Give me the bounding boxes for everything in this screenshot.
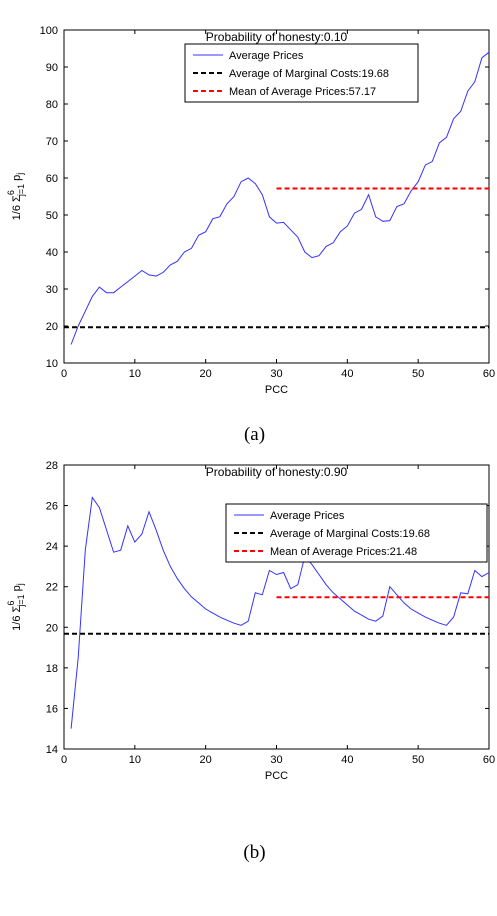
plot-group: Probability of honesty:0.100 10 20 30 40 50 60… xyxy=(6,25,495,396)
x-tick-label: 50 xyxy=(412,754,424,766)
y-tick-label: 20 xyxy=(46,622,58,634)
x-tick-label: 30 xyxy=(270,368,282,380)
x-axis-label: PCC xyxy=(265,384,288,396)
y-tick-label: 28 xyxy=(46,460,58,472)
figure-caption: (a) xyxy=(244,424,265,445)
y-tick-label: 30 xyxy=(46,284,58,296)
chart-panel-b: Probability of honesty:0.90 0 10 20 30 40 50 60… xyxy=(0,458,497,916)
y-tick-label: 100 xyxy=(40,25,58,37)
chart-panel-a: Probability of honesty:0.10 0 10 20 30 40 50 60… xyxy=(6,25,495,445)
x-tick-label: 50 xyxy=(412,368,424,380)
legend-box xyxy=(225,503,488,563)
x-tick-label: 60 xyxy=(483,368,495,380)
x-tick-label: 10 xyxy=(129,754,141,766)
series-line-0 xyxy=(70,496,490,729)
y-tick-label: 18 xyxy=(46,663,58,675)
y-tick-label: 20 xyxy=(46,321,58,333)
figure-caption: (b) xyxy=(243,842,265,863)
chart-b: Probability of honesty:0.90 0 10 20 30 40 50 60… xyxy=(6,460,495,863)
y-axis-label: 1/6 Σ6j=1 pj xyxy=(6,583,26,631)
legend-label-0: Average Prices xyxy=(270,510,345,522)
y-tick-label: 60 xyxy=(46,173,58,185)
y-tick-label: 40 xyxy=(46,247,58,259)
x-tick-label: 0 xyxy=(61,368,67,380)
legend-label-2: Mean of Average Prices:57.17 xyxy=(229,86,376,98)
x-tick-label: 0 xyxy=(61,754,67,766)
legend-label-1: Average of Marginal Costs:19.68 xyxy=(270,528,430,540)
series-line-0 xyxy=(70,51,490,345)
plot-group: Probability of honesty:0.90 0 10 20 30 40 50 60… xyxy=(6,460,495,782)
x-tick-label: 10 xyxy=(129,368,141,380)
y-tick-label: 10 xyxy=(46,358,58,370)
y-tick-label: 50 xyxy=(46,210,58,222)
y-axis-label: 1/6 Σ6j=1 pj xyxy=(6,173,26,221)
legend: Average Prices Average of Marginal Costs:… xyxy=(184,43,419,103)
chart-title: Probability of honesty:0.10 xyxy=(206,30,348,44)
legend: Average Prices Average of Marginal Costs:… xyxy=(225,503,488,563)
x-axis-label: PCC xyxy=(265,770,288,782)
legend-label-1: Average of Marginal Costs:19.68 xyxy=(229,68,389,80)
x-tick-label: 60 xyxy=(483,754,495,766)
chart-title: Probability of honesty:0.90 xyxy=(206,465,348,479)
y-tick-label: 26 xyxy=(46,501,58,513)
x-tick-label: 30 xyxy=(270,754,282,766)
legend-label-2: Mean of Average Prices:21.48 xyxy=(270,546,417,558)
x-tick-label: 40 xyxy=(341,754,353,766)
x-tick-label: 20 xyxy=(200,368,212,380)
y-tick-label: 22 xyxy=(46,582,58,594)
y-tick-label: 16 xyxy=(46,703,58,715)
y-tick-label: 24 xyxy=(46,541,58,553)
legend-label-0: Average Prices xyxy=(229,50,304,62)
y-tick-label: 14 xyxy=(46,744,58,756)
chart-a: Probability of honesty:0.100 10 20 30 40 50 60… xyxy=(6,25,495,445)
y-tick-label: 80 xyxy=(46,99,58,111)
legend-box xyxy=(184,43,419,103)
y-tick-label: 70 xyxy=(46,136,58,148)
y-tick-label: 90 xyxy=(46,62,58,74)
x-tick-label: 20 xyxy=(200,754,212,766)
x-tick-label: 40 xyxy=(341,368,353,380)
